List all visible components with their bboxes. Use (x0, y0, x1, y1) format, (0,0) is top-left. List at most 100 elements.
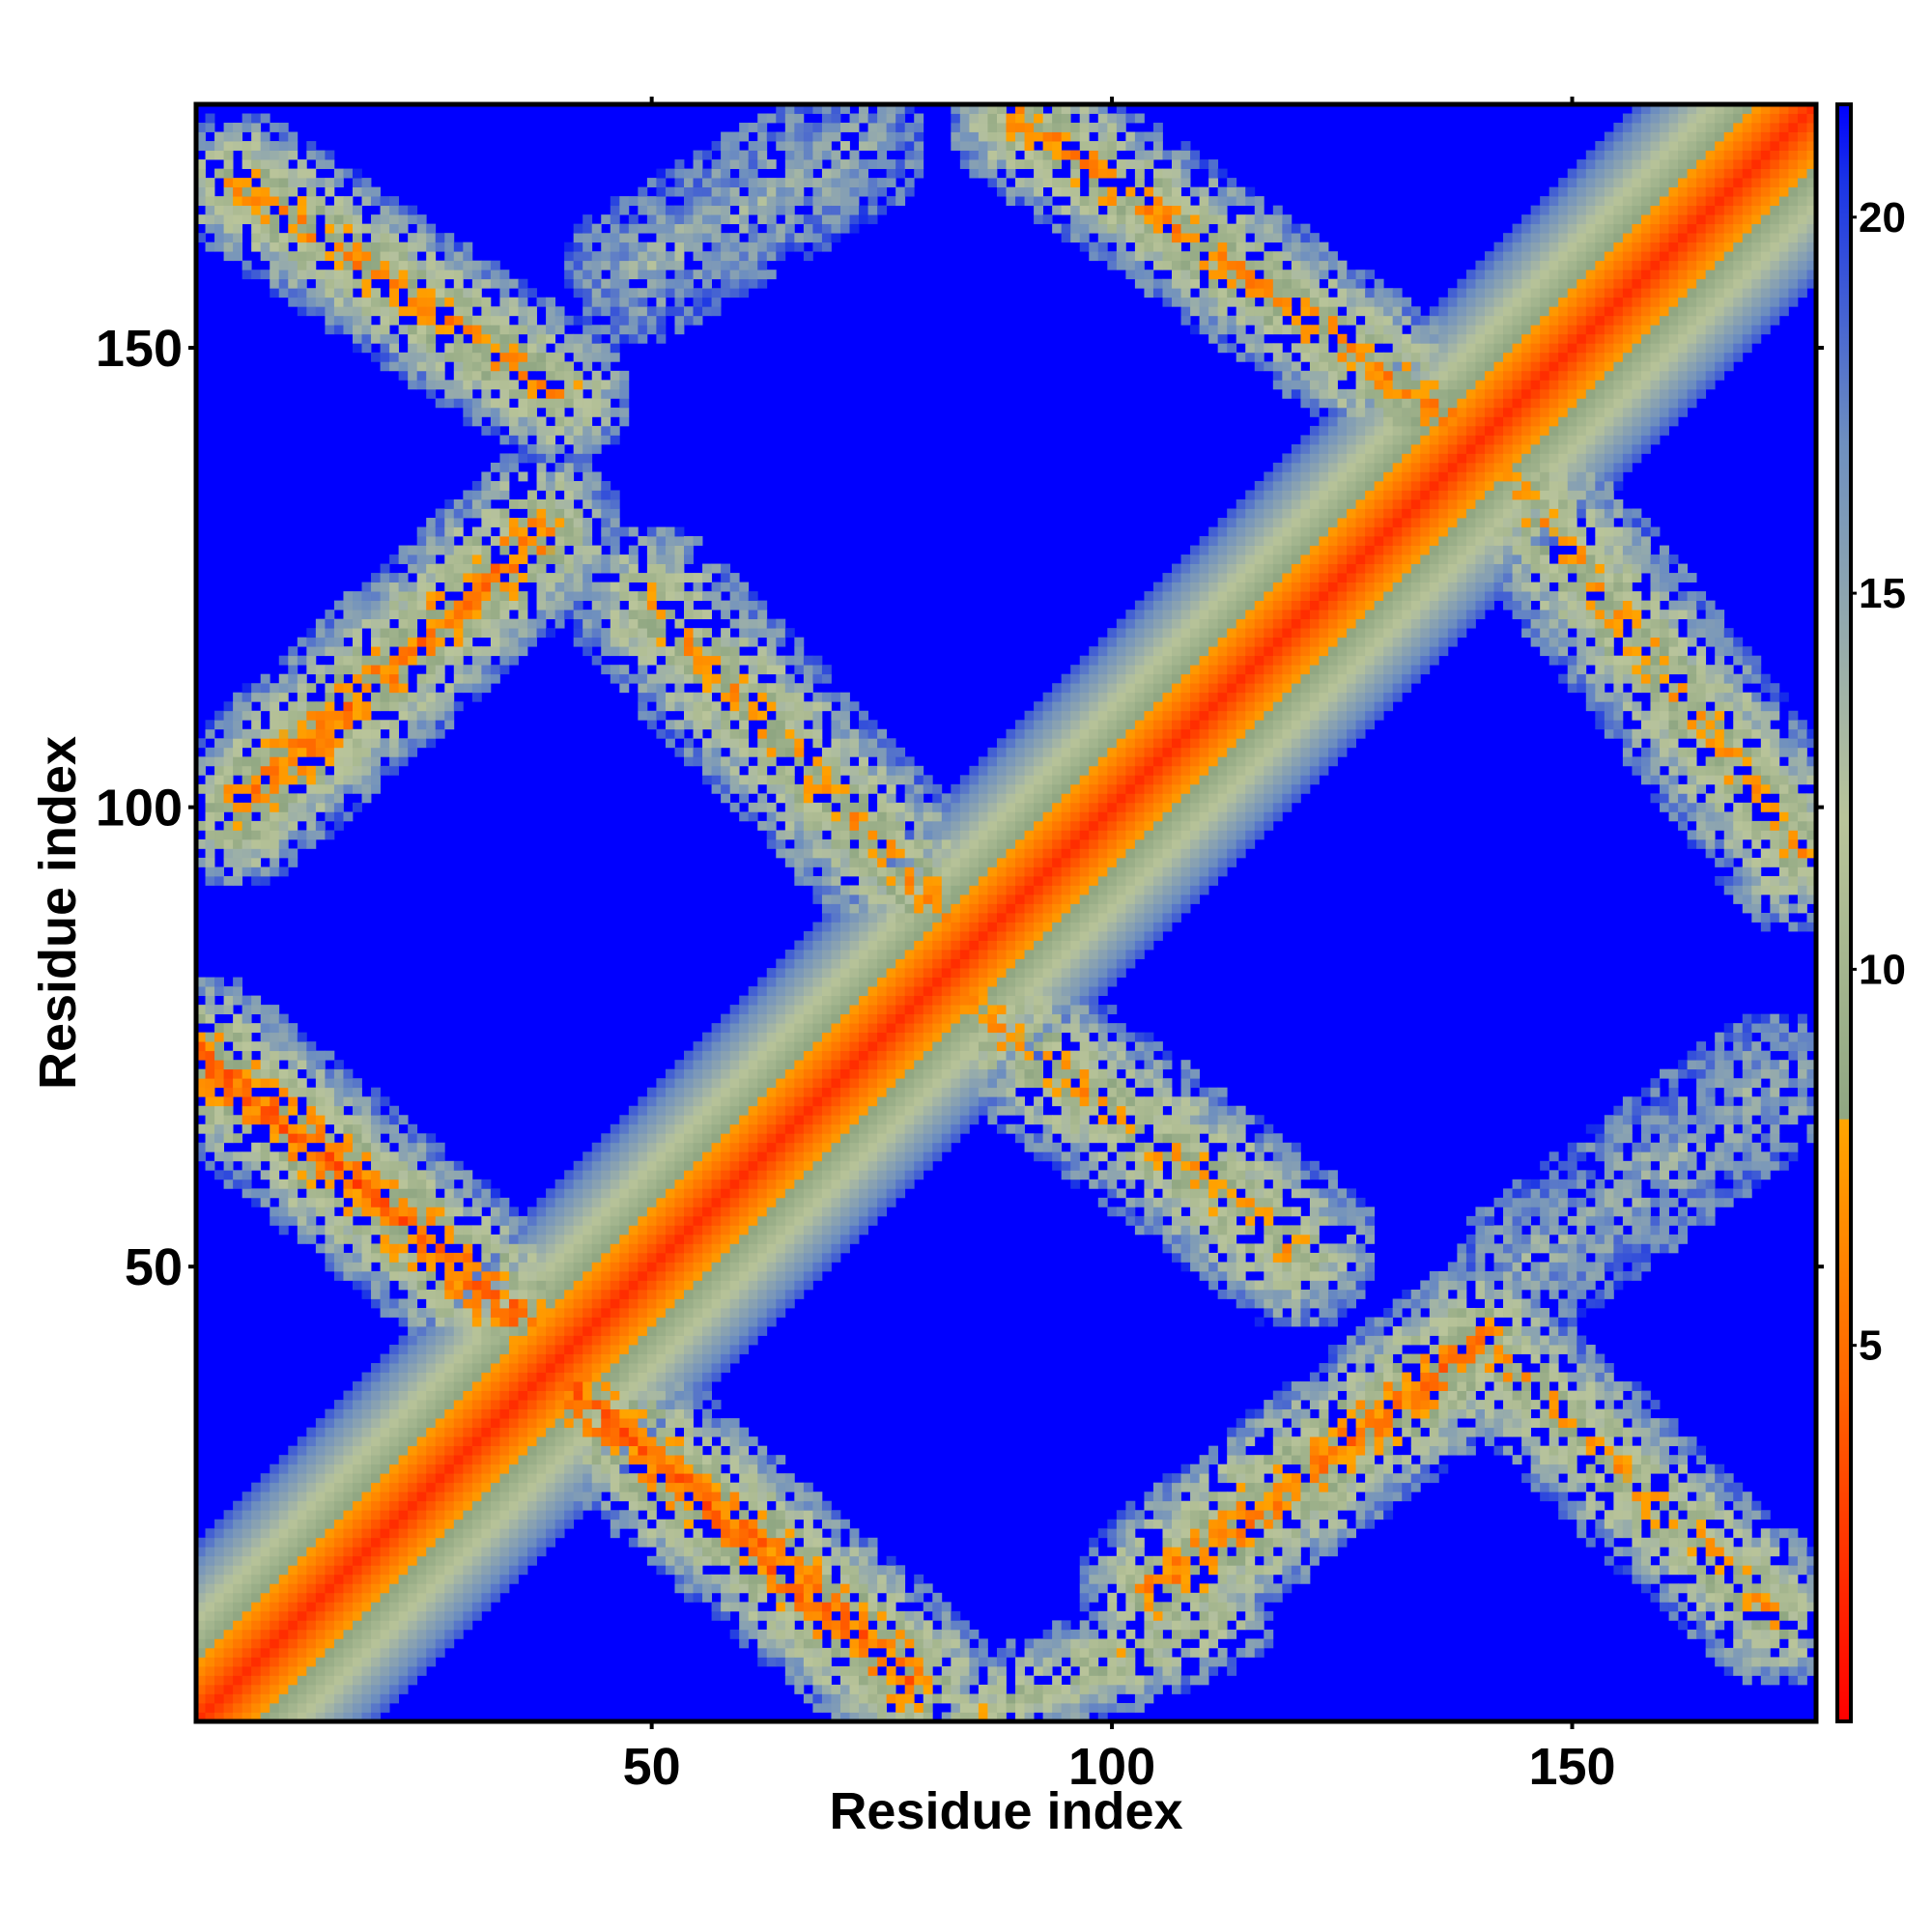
heatmap-cell (205, 830, 215, 840)
heatmap-cell (729, 1207, 740, 1217)
heatmap-cell (270, 1684, 280, 1694)
heatmap-cell (628, 1252, 639, 1263)
heatmap-cell (729, 1436, 740, 1447)
heatmap-cell (554, 1317, 565, 1327)
heatmap-cell (398, 1381, 409, 1391)
heatmap-cell (739, 1610, 750, 1621)
heatmap-cell (196, 168, 206, 179)
heatmap-cell (499, 600, 510, 611)
heatmap-cell (361, 710, 372, 721)
heatmap-cell (315, 1519, 326, 1529)
heatmap-cell (278, 1473, 289, 1484)
heatmap-cell (471, 618, 482, 629)
heatmap-cell (518, 573, 528, 582)
heatmap-cell (638, 665, 648, 675)
heatmap-cell (288, 1602, 298, 1612)
heatmap-cell (278, 1647, 289, 1658)
heatmap-cell (518, 343, 528, 354)
heatmap-cell (306, 214, 317, 225)
heatmap-cell (315, 1207, 326, 1217)
heatmap-cell (729, 600, 740, 611)
heatmap-cell (361, 278, 372, 289)
heatmap-cell (260, 1151, 270, 1162)
heatmap-cell (591, 1335, 602, 1346)
heatmap-cell (260, 1473, 270, 1484)
heatmap-cell (361, 1665, 372, 1676)
heatmap-cell (371, 1665, 381, 1676)
heatmap-cell (610, 1243, 620, 1254)
heatmap-cell (481, 1492, 492, 1502)
heatmap-cell (444, 352, 455, 362)
heatmap-cell (610, 1492, 620, 1502)
heatmap-cell (205, 875, 215, 886)
heatmap-cell (471, 407, 482, 417)
heatmap-cell (315, 1610, 326, 1621)
heatmap-cell (601, 306, 611, 317)
heatmap-cell (352, 692, 362, 702)
heatmap-cell (315, 1547, 326, 1557)
heatmap-cell (205, 857, 215, 867)
heatmap-cell (398, 1463, 409, 1474)
heatmap-cell (638, 1188, 648, 1199)
heatmap-cell (371, 1657, 381, 1667)
heatmap-cell (702, 1547, 712, 1557)
heatmap-cell (361, 1610, 372, 1621)
heatmap-cell (729, 1463, 740, 1474)
heatmap-cell (398, 1151, 409, 1162)
heatmap-cell (223, 1702, 234, 1713)
heatmap-cell (656, 297, 667, 307)
heatmap-cell (223, 1032, 234, 1042)
heatmap-cell (582, 343, 593, 354)
heatmap-cell (251, 1041, 262, 1052)
heatmap-cell (656, 1142, 667, 1152)
heatmap-cell (684, 270, 694, 280)
heatmap-cell (297, 297, 307, 307)
heatmap-cell (205, 1041, 215, 1052)
heatmap-cell (408, 251, 418, 262)
heatmap-cell (646, 1528, 657, 1539)
heatmap-cell (499, 1307, 510, 1318)
heatmap-cell (278, 1105, 289, 1116)
heatmap-cell (270, 1023, 280, 1034)
heatmap-cell (721, 288, 731, 298)
heatmap-cell (426, 1482, 437, 1492)
heatmap-cell (242, 1087, 252, 1097)
heatmap-cell (398, 1500, 409, 1511)
heatmap-cell (343, 297, 354, 307)
heatmap-cell (408, 1372, 418, 1382)
heatmap-cell (270, 683, 280, 694)
heatmap-cell (242, 159, 252, 169)
heatmap-cell (582, 297, 593, 307)
heatmap-cell (297, 720, 307, 730)
heatmap-cell (288, 665, 298, 675)
heatmap-cell (601, 582, 611, 592)
heatmap-cell (196, 1657, 206, 1667)
heatmap-cell (508, 1280, 519, 1291)
heatmap-cell (702, 1492, 712, 1502)
heatmap-cell (601, 1280, 611, 1291)
heatmap-cell (444, 343, 455, 354)
heatmap-cell (518, 1345, 528, 1354)
heatmap-cell (554, 1335, 565, 1346)
heatmap-cell (693, 1492, 703, 1502)
heatmap-cell (380, 1445, 390, 1456)
heatmap-cell (711, 186, 722, 197)
heatmap-cell (646, 720, 657, 730)
heatmap-cell (371, 1170, 381, 1180)
heatmap-cell (721, 1436, 731, 1447)
heatmap-cell (591, 1197, 602, 1208)
heatmap-cell (223, 123, 234, 132)
heatmap-cell (628, 288, 639, 298)
heatmap-cell (306, 1620, 317, 1631)
heatmap-cell (638, 288, 648, 298)
heatmap-cell (693, 1078, 703, 1089)
heatmap-cell (444, 508, 455, 519)
heatmap-cell (646, 1345, 657, 1354)
heatmap-cell (223, 775, 234, 785)
heatmap-cell (416, 1574, 427, 1584)
heatmap-cell (619, 1455, 630, 1465)
heatmap-cell (435, 1565, 445, 1576)
heatmap-cell (739, 1436, 750, 1447)
heatmap-cell (601, 1390, 611, 1401)
heatmap-cell (463, 545, 473, 555)
